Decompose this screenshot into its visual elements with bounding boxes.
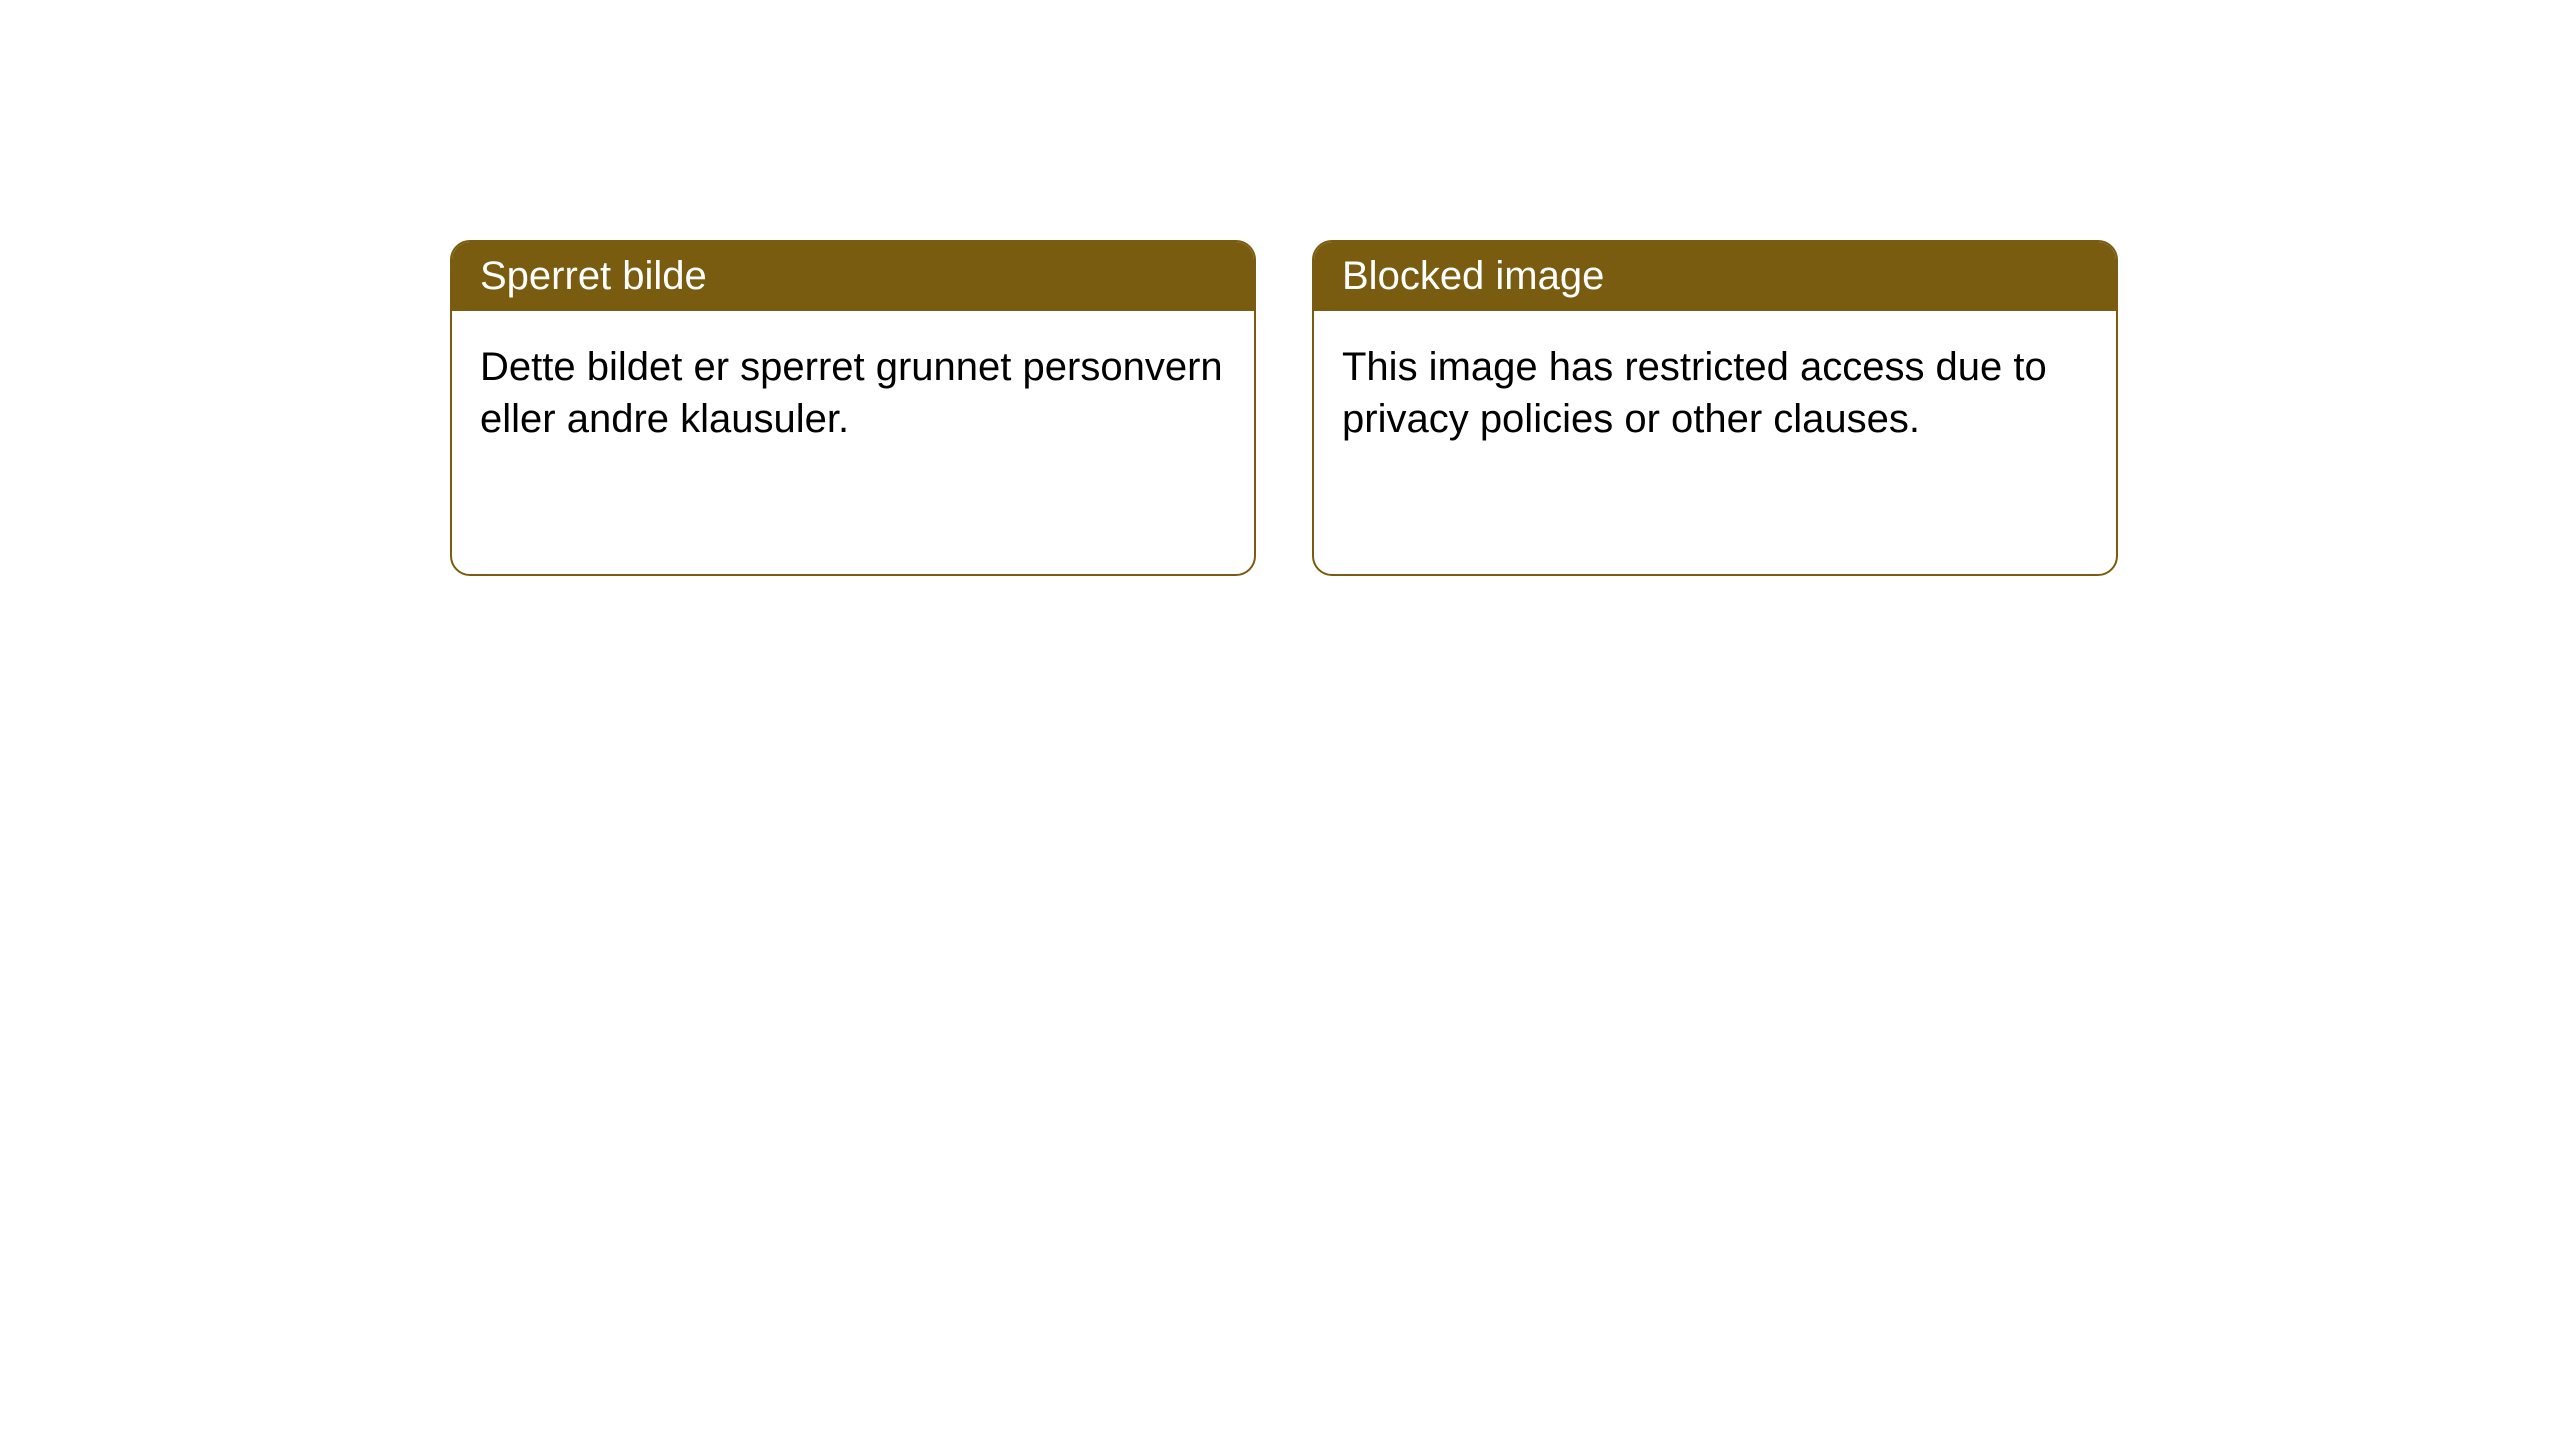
notice-body: Dette bildet er sperret grunnet personve…: [452, 311, 1254, 475]
notice-title: Blocked image: [1342, 254, 1604, 298]
notice-title: Sperret bilde: [480, 254, 707, 298]
notice-container: Sperret bilde Dette bildet er sperret gr…: [450, 240, 2118, 576]
notice-body-text: Dette bildet er sperret grunnet personve…: [480, 345, 1223, 441]
notice-card-norwegian: Sperret bilde Dette bildet er sperret gr…: [450, 240, 1256, 576]
notice-body: This image has restricted access due to …: [1314, 311, 2116, 475]
notice-card-english: Blocked image This image has restricted …: [1312, 240, 2118, 576]
notice-header: Blocked image: [1314, 242, 2116, 311]
notice-header: Sperret bilde: [452, 242, 1254, 311]
notice-body-text: This image has restricted access due to …: [1342, 345, 2047, 441]
